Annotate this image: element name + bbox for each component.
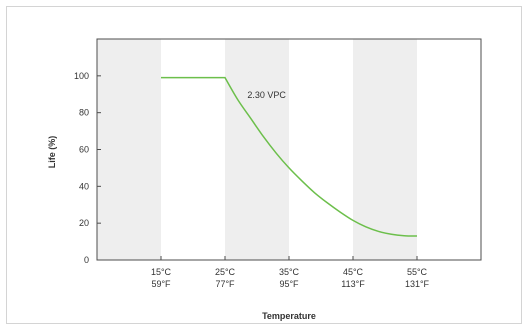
series-line-2-30-vpc xyxy=(161,76,418,237)
x-tick-label-fahrenheit: 131°F xyxy=(405,279,430,289)
x-tick-label-fahrenheit: 59°F xyxy=(151,279,171,289)
y-tick-label: 100 xyxy=(74,71,89,81)
y-tick-label: 80 xyxy=(79,108,89,118)
y-tick-label: 20 xyxy=(79,218,89,228)
x-tick-label-celsius: 25°C xyxy=(215,267,236,277)
shaded-bands xyxy=(97,39,417,260)
x-tick-label-fahrenheit: 95°F xyxy=(279,279,299,289)
x-axis-label: Temperature xyxy=(262,311,316,321)
x-tick-label-celsius: 15°C xyxy=(151,267,172,277)
x-tick-label-fahrenheit: 113°F xyxy=(341,279,365,289)
y-axis-label: Life (%) xyxy=(47,136,57,169)
x-tick-label-fahrenheit: 77°F xyxy=(215,279,235,289)
chart-frame: 0 20 40 60 80 100 15°C 59°F 25°C 77°F 35°C 95°F 45°… xyxy=(6,6,522,324)
series-annotation: 2.30 VPC xyxy=(247,90,286,100)
shaded-band-3 xyxy=(353,39,417,260)
x-tick-label-celsius: 55°C xyxy=(407,267,428,277)
y-tick-label: 0 xyxy=(84,255,89,265)
y-tick-label: 60 xyxy=(79,145,89,155)
series-group xyxy=(161,76,418,237)
y-tick-label: 40 xyxy=(79,181,89,191)
shaded-band-1 xyxy=(97,39,161,260)
life-vs-temperature-chart: 0 20 40 60 80 100 15°C 59°F 25°C 77°F 35°C 95°F 45°… xyxy=(47,38,482,321)
x-tick-label-celsius: 45°C xyxy=(343,267,364,277)
x-tick-label-celsius: 35°C xyxy=(279,267,300,277)
x-axis-ticks: 15°C 59°F 25°C 77°F 35°C 95°F 45°C 113°F 55°C 131… xyxy=(151,256,430,289)
shaded-band-2 xyxy=(225,39,289,260)
y-axis-ticks: 0 20 40 60 80 100 xyxy=(74,71,101,265)
